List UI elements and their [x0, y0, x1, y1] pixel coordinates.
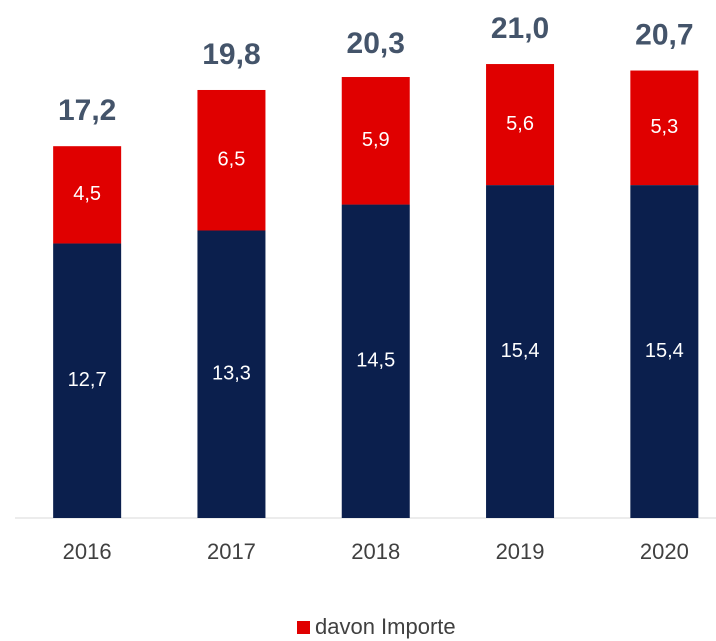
segment-label: 12,7: [68, 369, 107, 391]
total-label: 17,2: [58, 94, 116, 127]
x-tick-label: 2018: [351, 539, 400, 564]
segment-label: 15,4: [501, 340, 540, 362]
bar-segment: [197, 230, 266, 518]
x-tick-label: 2016: [63, 539, 112, 564]
bar-segment: [630, 185, 699, 518]
segment-label: 5,9: [362, 129, 390, 151]
x-tick-label: 2017: [207, 539, 256, 564]
segment-label: 5,3: [650, 116, 678, 138]
x-tick-label: 2020: [640, 539, 689, 564]
legend-swatch: [297, 621, 310, 634]
total-label: 19,8: [202, 38, 260, 71]
segment-label: 15,4: [645, 340, 684, 362]
x-tick-label: 2019: [496, 539, 545, 564]
segment-label: 14,5: [356, 350, 395, 372]
total-label: 20,3: [347, 27, 405, 60]
bar-segment: [486, 64, 555, 186]
bar-segment: [630, 70, 699, 186]
bar-segment: [53, 243, 122, 518]
bar-segment: [341, 77, 410, 205]
segment-label: 13,3: [212, 363, 251, 385]
total-label: 20,7: [635, 18, 693, 51]
bar-segment: [197, 89, 266, 231]
bar-segment: [341, 204, 410, 518]
total-label: 21,0: [491, 12, 549, 45]
bar-segment: [486, 185, 555, 518]
bar-segment: [53, 146, 122, 244]
legend-label: davon Importe: [315, 614, 456, 639]
segment-label: 5,6: [506, 113, 534, 135]
segment-label: 6,5: [218, 149, 246, 171]
segment-label: 4,5: [73, 183, 101, 205]
